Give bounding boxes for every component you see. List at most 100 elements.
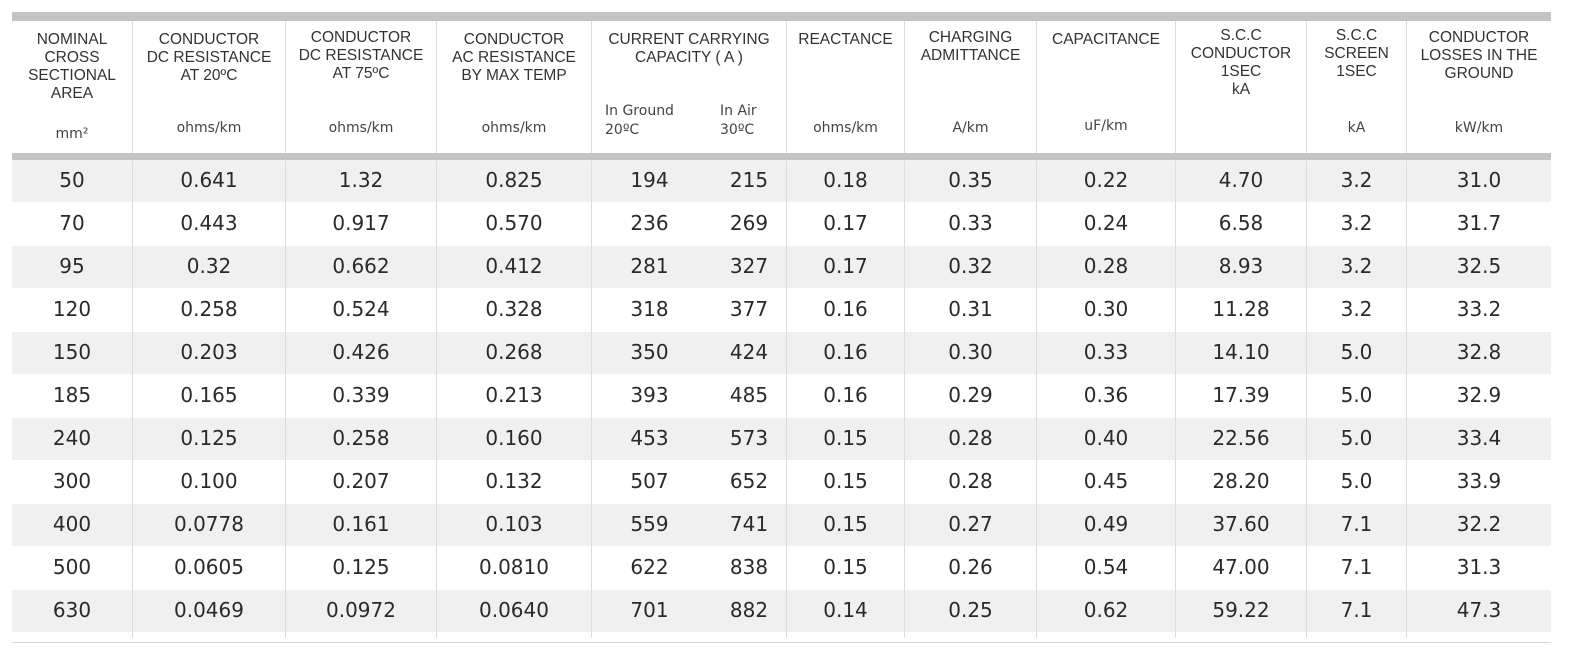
cell-area: 185 [52,383,92,407]
cell-area: 630 [52,598,92,622]
cell-losses: 32.5 [1456,254,1502,278]
header-scc-conductor: S.C.C CONDUCTOR 1SEC kA [1190,27,1292,98]
cell-dc-res-20: 0.0778 [174,512,244,536]
cell-reactance: 0.15 [823,426,868,450]
cell-scc-screen: 5.0 [1340,340,1373,364]
table-row: 400 0.0778 0.161 0.103 559 741 0.15 0.27 0.49 37.… [12,504,1551,546]
cell-admittance: 0.27 [948,512,993,536]
cell-dc-res-20: 0.0469 [174,598,244,622]
cell-losses: 31.3 [1456,555,1502,579]
header-dc-resistance-75: CONDUCTOR DC RESISTANCE AT 75ºC [298,29,424,82]
cell-reactance: 0.16 [823,297,868,321]
cell-admittance: 0.26 [948,555,993,579]
cell-scc-conductor: 8.93 [1218,254,1264,278]
cell-ac-res: 0.268 [485,340,543,364]
header-separator [12,153,1551,161]
cell-scc-screen: 3.2 [1340,168,1373,192]
cell-in-air: 485 [729,383,769,407]
column-divider [786,21,787,153]
cell-in-ground: 194 [630,168,669,192]
cell-in-ground: 453 [630,426,669,450]
unit-charging-admittance: A/km [952,120,989,136]
cell-ac-res: 0.570 [485,211,543,235]
column-divider [1036,21,1037,153]
table-row: 630 0.0469 0.0972 0.0640 701 882 0.14 0.25 0.62 5… [12,590,1551,632]
unit-conductor-losses: kW/km [1454,120,1504,136]
cell-capacitance: 0.33 [1083,340,1129,364]
column-divider [132,21,133,153]
unit-ac-resistance: ohms/km [481,120,547,136]
cell-losses: 32.2 [1456,512,1502,536]
cell-capacitance: 0.30 [1083,297,1129,321]
cell-dc-res-20: 0.125 [180,426,238,450]
cell-in-air: 741 [729,512,769,536]
cell-in-air: 377 [729,297,769,321]
cell-in-ground: 393 [630,383,669,407]
cell-admittance: 0.32 [948,254,993,278]
cell-ac-res: 0.0640 [479,598,549,622]
cell-admittance: 0.30 [948,340,993,364]
unit-dc-resistance-20: ohms/km [176,120,242,136]
cell-area: 95 [59,254,85,278]
cell-area: 120 [52,297,92,321]
cell-reactance: 0.17 [823,211,868,235]
cell-capacitance: 0.45 [1083,469,1129,493]
cell-in-ground: 507 [630,469,669,493]
column-divider [1036,161,1037,638]
column-divider [1406,21,1407,153]
cell-area: 500 [52,555,92,579]
column-divider [436,21,437,153]
cell-reactance: 0.17 [823,254,868,278]
unit-cross-section: mm² [55,126,89,142]
cell-dc-res-75: 0.524 [332,297,390,321]
header-scc-screen: S.C.C SCREEN 1SEC [1324,27,1389,80]
cell-reactance: 0.15 [823,512,868,536]
cell-reactance: 0.16 [823,383,868,407]
cell-scc-screen: 3.2 [1340,297,1373,321]
cell-dc-res-20: 0.203 [180,340,238,364]
header-charging-admittance: CHARGING ADMITTANCE [920,29,1021,64]
column-divider [285,21,286,153]
cell-in-air: 269 [729,211,769,235]
cell-reactance: 0.18 [823,168,868,192]
cell-reactance: 0.15 [823,555,868,579]
table-bottom-border [12,642,1551,643]
cell-scc-screen: 5.0 [1340,426,1373,450]
cell-scc-conductor: 28.20 [1212,469,1270,493]
cell-in-ground: 622 [630,555,669,579]
cell-admittance: 0.28 [948,426,993,450]
cell-capacitance: 0.22 [1083,168,1129,192]
cell-dc-res-20: 0.258 [180,297,238,321]
cell-dc-res-75: 0.125 [332,555,390,579]
cell-scc-conductor: 4.70 [1218,168,1264,192]
cell-admittance: 0.31 [948,297,993,321]
cell-capacitance: 0.24 [1083,211,1129,235]
subheader-in-air: In Air 30ºC [720,103,757,138]
cell-dc-res-20: 0.0605 [174,555,244,579]
cell-losses: 31.7 [1456,211,1502,235]
table-row: 70 0.443 0.917 0.570 236 269 0.17 0.33 0.24 6.58 3… [12,203,1551,245]
cell-dc-res-20: 0.100 [180,469,238,493]
cell-reactance: 0.15 [823,469,868,493]
cell-dc-res-75: 0.662 [332,254,390,278]
cell-in-ground: 559 [630,512,669,536]
column-divider [285,161,286,638]
table-row: 150 0.203 0.426 0.268 350 424 0.16 0.30 0.33 14.1… [12,332,1551,374]
cell-reactance: 0.16 [823,340,868,364]
header-ac-resistance: CONDUCTOR AC RESISTANCE BY MAX TEMP [452,31,576,84]
cell-scc-screen: 7.1 [1340,598,1373,622]
cell-dc-res-75: 1.32 [338,168,384,192]
cell-ac-res: 0.825 [485,168,543,192]
cell-area: 400 [52,512,92,536]
cell-in-air: 882 [729,598,769,622]
cell-area: 150 [52,340,92,364]
cell-dc-res-75: 0.0972 [326,598,396,622]
cell-capacitance: 0.40 [1083,426,1129,450]
cell-dc-res-75: 0.917 [332,211,390,235]
column-divider [1175,21,1176,153]
cell-area: 300 [52,469,92,493]
cell-in-air: 838 [729,555,769,579]
cell-capacitance: 0.62 [1083,598,1129,622]
header-capacitance: CAPACITANCE [1052,31,1160,48]
cell-losses: 33.2 [1456,297,1502,321]
